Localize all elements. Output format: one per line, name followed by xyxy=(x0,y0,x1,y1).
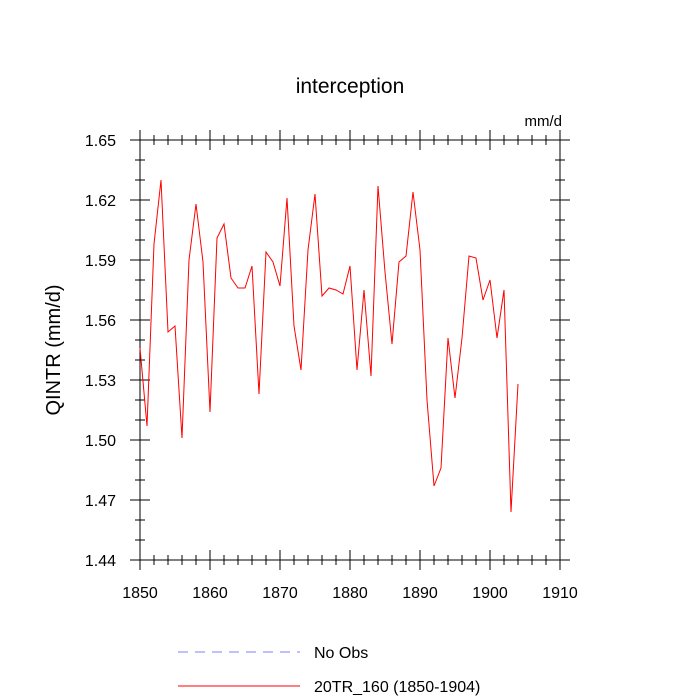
x-tick-label: 1890 xyxy=(402,585,438,602)
y-axis-label: QINTR (mm/d) xyxy=(43,284,65,415)
x-tick-label: 1880 xyxy=(332,585,368,602)
legend-label-no-obs: No Obs xyxy=(314,645,368,662)
units-label: mm/d xyxy=(525,113,563,130)
axis-ticks xyxy=(130,130,570,570)
y-tick-label: 1.56 xyxy=(85,313,116,330)
series-line-20tr-160 xyxy=(139,179,519,513)
plot-frame xyxy=(139,139,561,561)
x-tick-label: 1910 xyxy=(542,585,578,602)
y-tick-label: 1.62 xyxy=(85,193,116,210)
plot-border xyxy=(139,139,561,561)
x-tick-label: 1860 xyxy=(192,585,228,602)
chart-title: interception xyxy=(296,75,405,98)
y-tick-label: 1.50 xyxy=(85,433,116,450)
y-tick-label: 1.47 xyxy=(85,493,116,510)
y-tick-label: 1.53 xyxy=(85,373,116,390)
legend-label-20tr-160: 20TR_160 (1850-1904) xyxy=(314,679,480,696)
axis-tick-labels: 1850 1860 1870 1880 1890 1900 1910 1.44 … xyxy=(85,133,578,602)
x-tick-label: 1850 xyxy=(122,585,158,602)
y-tick-label: 1.44 xyxy=(85,553,116,570)
legend: No Obs 20TR_160 (1850-1904) xyxy=(178,645,480,696)
x-tick-label: 1870 xyxy=(262,585,298,602)
y-tick-label: 1.59 xyxy=(85,253,116,270)
x-tick-label: 1900 xyxy=(472,585,508,602)
y-tick-label: 1.65 xyxy=(85,133,116,150)
